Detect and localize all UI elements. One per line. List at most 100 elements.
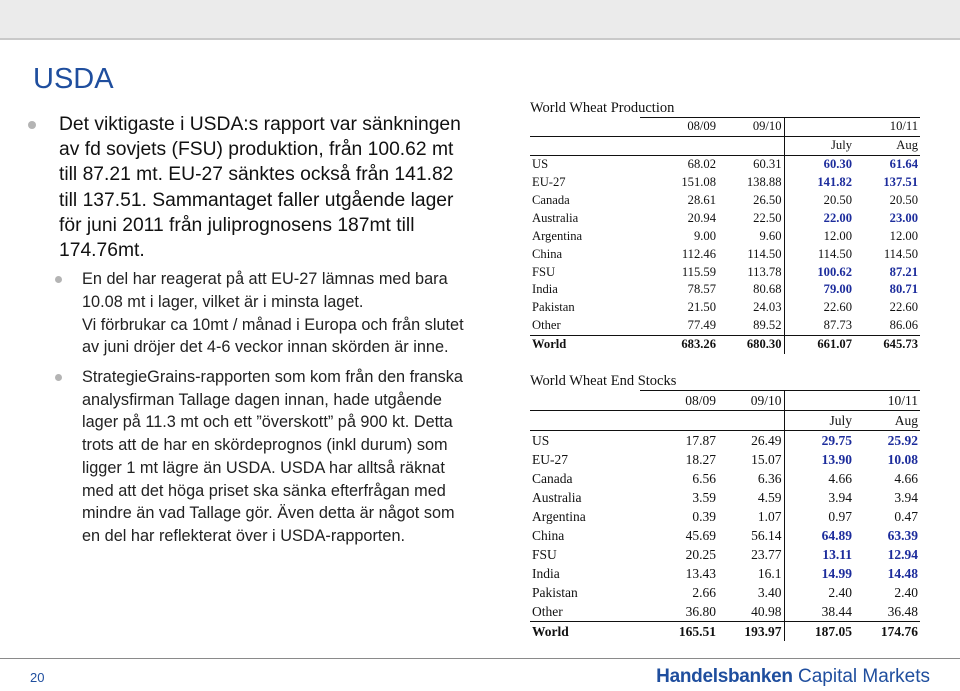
cell-2008: 151.08: [681, 175, 716, 190]
cell-2009: 80.68: [718, 281, 785, 299]
row-label: FSU: [532, 546, 557, 562]
cell-july: 60.30: [823, 157, 852, 172]
subheader-aug: Aug: [854, 410, 920, 431]
bullet-eu-consumption-text: Vi förbrukar ca 10mt / månad i Europa oc…: [82, 315, 464, 357]
cell-aug: 22.60: [889, 300, 918, 315]
row-label: Other: [532, 318, 561, 333]
row-label: Canada: [532, 193, 570, 207]
table-row: Australia 20.94 22.50 22.00 23.00: [530, 209, 920, 228]
row-label: World: [530, 334, 640, 354]
cell-july: 2.40: [828, 584, 852, 600]
cell-aug: 137.51: [883, 175, 918, 190]
row-label: Argentina: [532, 228, 583, 243]
cell-2008: 77.49: [687, 318, 716, 333]
row-label: Argentina: [532, 508, 586, 524]
cell-2009: 56.14: [718, 526, 785, 545]
table-row: Pakistan 21.50 24.03 22.60 22.60: [530, 298, 920, 317]
cell-2009: 1.07: [718, 507, 785, 526]
cell-2009: 3.40: [718, 583, 785, 602]
cell-july: 100.62: [817, 264, 852, 279]
table-row: India 13.43 16.1 14.99 14.48: [530, 564, 920, 583]
cell-aug: 14.48: [887, 565, 918, 581]
cell-july: 13.11: [822, 546, 852, 562]
cell-july: 87.73: [823, 318, 852, 333]
cell-aug: 25.92: [887, 432, 918, 448]
cell-2008: 45.69: [685, 527, 716, 543]
table-row: Argentina 0.39 1.07 0.97 0.47: [530, 507, 920, 526]
table-row: China 45.69 56.14 64.89 63.39: [530, 526, 920, 545]
row-label: US: [532, 432, 550, 448]
row-label: India: [532, 282, 558, 297]
cell-2008: 683.26: [640, 334, 718, 354]
cell-2009: 40.98: [718, 602, 785, 622]
cell-july: 0.97: [828, 508, 852, 524]
cell-2008: 21.50: [687, 300, 716, 315]
col-header-2008: 08/09: [640, 390, 718, 411]
table-row: Australia 3.59 4.59 3.94 3.94: [530, 488, 920, 507]
subheader-july: July: [784, 136, 854, 156]
stocks-table-block: World Wheat End Stocks 08/09 09/10 10/11…: [530, 373, 920, 641]
cell-2008: 36.80: [685, 603, 716, 619]
cell-july: 14.99: [821, 565, 852, 581]
cell-2009: 26.49: [718, 430, 785, 450]
table-row: India 78.57 80.68 79.00 80.71: [530, 281, 920, 299]
cell-2008: 165.51: [640, 621, 718, 641]
table-row: China 112.46 114.50 114.50 114.50: [530, 245, 920, 264]
table-row: FSU 20.25 23.77 13.11 12.94: [530, 545, 920, 564]
cell-aug: 87.21: [889, 264, 918, 279]
cell-aug: 80.71: [889, 282, 918, 297]
col-header-2010: 10/11: [854, 390, 920, 411]
cell-2009: 15.07: [718, 450, 785, 469]
cell-2008: 0.39: [692, 508, 716, 524]
row-label: China: [532, 527, 565, 543]
cell-july: 22.60: [823, 300, 852, 315]
table-row: World 683.26 680.30 661.07 645.73: [530, 334, 920, 354]
cell-aug: 3.94: [894, 489, 918, 505]
cell-2008: 68.02: [687, 157, 716, 172]
cell-2008: 78.57: [687, 282, 716, 297]
cell-2009: 114.50: [718, 245, 785, 264]
cell-aug: 4.66: [894, 470, 918, 486]
cell-2009: 23.77: [718, 545, 785, 564]
row-label: World: [530, 621, 640, 641]
table-row: US 17.87 26.49 29.75 25.92: [530, 430, 920, 450]
header-band: [0, 0, 960, 38]
row-label: Pakistan: [532, 300, 575, 315]
production-table: 08/09 09/10 10/11 July Aug US 68.02 60.31 6…: [530, 117, 920, 354]
cell-2009: 16.1: [718, 564, 785, 583]
cell-aug: 20.50: [889, 193, 918, 207]
table-row: Canada 6.56 6.36 4.66 4.66: [530, 469, 920, 488]
table-row: World 165.51 193.97 187.05 174.76: [530, 621, 920, 641]
table-row: Other 77.49 89.52 87.73 86.06: [530, 316, 920, 336]
cell-2008: 17.87: [685, 432, 716, 448]
bullet-main-text: Det viktigaste i USDA:s rapport var sänk…: [59, 114, 461, 262]
bullet-dot-icon: [28, 121, 36, 129]
col-header-2010: 10/11: [854, 117, 920, 137]
table-row: EU-27 151.08 138.88 141.82 137.51: [530, 173, 920, 192]
table-row: Pakistan 2.66 3.40 2.40 2.40: [530, 583, 920, 602]
row-label: EU-27: [532, 451, 568, 467]
bullet-main: Det viktigaste i USDA:s rapport var sänk…: [28, 112, 468, 263]
cell-july: 12.00: [823, 228, 852, 243]
bullet-strategiegrains-text: StrategieGrains-rapporten som kom från d…: [82, 368, 463, 545]
cell-aug: 86.06: [889, 318, 918, 333]
cell-aug: 63.39: [887, 527, 918, 543]
row-label: US: [532, 157, 549, 172]
col-header-2009: 09/10: [718, 390, 785, 411]
cell-2008: 115.59: [681, 264, 716, 279]
cell-july: 114.50: [817, 246, 852, 261]
cell-july: 3.94: [828, 489, 852, 505]
cell-2009: 4.59: [718, 488, 785, 507]
handelsbanken-logo: Handelsbanken Capital Markets: [656, 666, 930, 688]
cell-2009: 680.30: [718, 334, 785, 354]
stocks-table-title: World Wheat End Stocks: [530, 373, 677, 389]
slide-title: USDA: [33, 63, 114, 95]
cell-2008: 2.66: [692, 584, 716, 600]
cell-2008: 112.46: [681, 246, 716, 261]
header-divider: [0, 38, 960, 40]
cell-2009: 113.78: [718, 263, 785, 282]
cell-2008: 28.61: [687, 193, 716, 207]
cell-aug: 174.76: [854, 621, 920, 641]
row-label: China: [532, 246, 563, 261]
cell-july: 79.00: [823, 282, 852, 297]
